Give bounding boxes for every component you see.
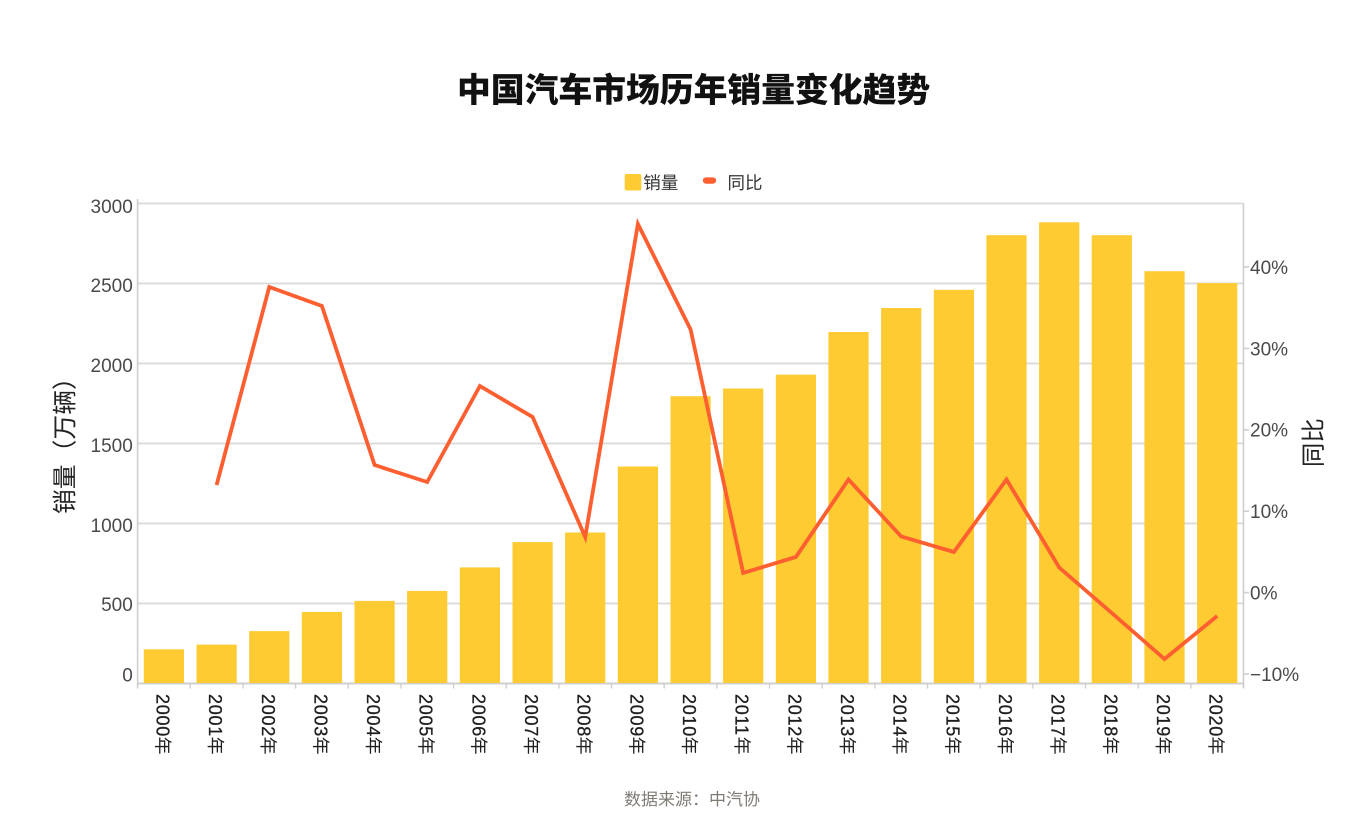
svg-text:2006: 2006 [468,694,488,737]
svg-text:2010: 2010 [679,694,699,737]
svg-text:−10%: −10% [1250,665,1299,686]
svg-text:2000: 2000 [152,694,172,737]
svg-text:2011: 2011 [732,694,752,736]
svg-text:2001: 2001 [205,694,225,737]
svg-text:1000: 1000 [91,516,133,537]
svg-text:3000: 3000 [91,197,133,218]
svg-text:2004: 2004 [363,694,383,737]
svg-text:2018: 2018 [1100,694,1120,737]
svg-text:500: 500 [101,595,133,616]
svg-text:10%: 10% [1250,502,1288,523]
svg-text:30%: 30% [1250,339,1288,360]
svg-text:2003: 2003 [310,694,330,737]
svg-text:2012: 2012 [784,694,804,737]
svg-text:0%: 0% [1250,584,1278,605]
svg-text:2000: 2000 [91,356,133,377]
svg-text:2017: 2017 [1048,694,1068,737]
svg-text:2020: 2020 [1206,694,1226,737]
svg-text:2015: 2015 [942,694,962,737]
svg-text:2002: 2002 [258,694,278,737]
svg-text:20%: 20% [1250,421,1288,442]
svg-text:2008: 2008 [574,694,594,737]
svg-text:40%: 40% [1250,258,1288,279]
svg-text:1500: 1500 [91,436,133,457]
svg-text:2013: 2013 [837,694,857,737]
svg-text:2019: 2019 [1153,694,1173,737]
svg-text:2007: 2007 [521,694,541,737]
svg-text:2014: 2014 [890,694,910,737]
svg-text:2016: 2016 [995,694,1015,737]
svg-text:2009: 2009 [626,694,646,737]
svg-text:0: 0 [122,665,133,686]
svg-text:2005: 2005 [416,694,436,737]
svg-text:2500: 2500 [91,276,133,297]
